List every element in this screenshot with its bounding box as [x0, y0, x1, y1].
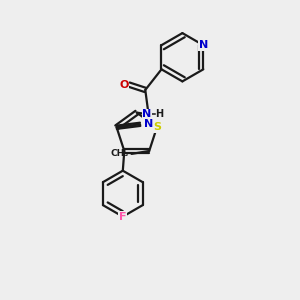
Text: CH₃: CH₃	[111, 149, 129, 158]
Text: N: N	[199, 40, 208, 50]
Text: S: S	[153, 122, 161, 132]
Text: F: F	[119, 212, 127, 222]
Text: N: N	[142, 110, 152, 119]
Text: H: H	[155, 110, 164, 119]
Text: O: O	[119, 80, 128, 90]
Text: N: N	[144, 119, 154, 129]
